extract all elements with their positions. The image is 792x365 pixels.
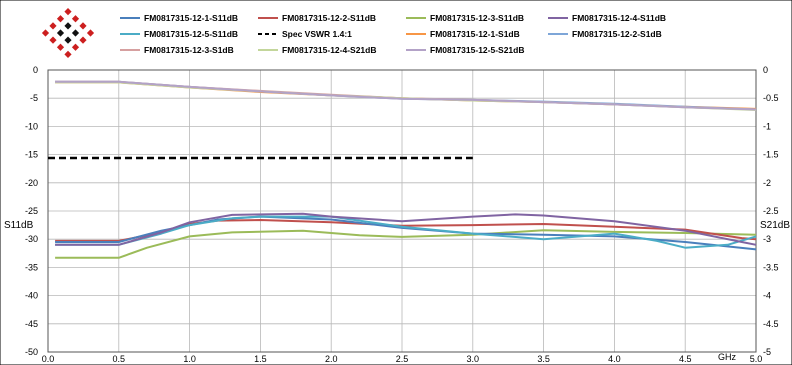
logo-tile [71,43,80,51]
logo-tile [71,29,80,37]
y-left-tick-label: -35 [25,262,38,272]
y-axis-left-label: S11dB [4,220,34,231]
legend-label: FM0817315-12-3-S1dB [144,45,234,55]
y-right-tick-label: -2 [763,178,771,188]
logo-tile [56,15,65,23]
series-line-fm0817315-12-5-s11db [55,215,757,249]
legend-label: FM0817315-12-5-S21dB [430,45,525,55]
logo-tile [56,43,65,51]
legend-item: Spec VSWR 1.4:1 [258,29,352,39]
y-right-tick-label: 0 [763,65,768,75]
y-left-tick-label: -20 [25,178,38,188]
legend-item: FM0817315-12-5-S11dB [120,29,238,39]
x-tick-label: 5.0 [750,354,763,364]
y-left-tick-label: 0 [33,65,38,75]
x-tick-label: 0.0 [42,354,55,364]
legend-item: FM0817315-12-1-S11dB [120,13,238,23]
logo-tile [64,8,72,16]
logo-tile [71,15,80,23]
legend-label: FM0817315-12-1-S11dB [144,13,238,23]
y-left-tick-label: -5 [30,93,38,103]
y-right-tick-label: -1.5 [763,150,779,160]
legend: FM0817315-12-1-S11dB FM0817315-12-2-S11dB… [120,13,666,55]
x-tick-label: 4.5 [679,354,692,364]
y-left-tick-label: -10 [25,121,38,131]
x-tick-label: 1.5 [254,354,267,364]
series-line-fm0817315-12-4-s11db [55,212,757,246]
series-line-fm0817315-12-5-s21db [55,80,757,111]
x-tick-label: 3.5 [537,354,550,364]
y-right-tick-label: -0.5 [763,93,779,103]
y-left-tick-label: -45 [25,319,38,329]
legend-item: FM0817315-12-5-S21dB [406,45,525,55]
y-axis-right-tick-labels: 0 -0.5 -1 -1.5 -2 -2.5 -3 -3.5 -4 -4.5 -5 [763,65,779,357]
x-tick-label: 2.5 [396,354,409,364]
legend-item: FM0817315-12-4-S11dB [548,13,666,23]
logo-tile [41,29,50,37]
x-tick-label: 0.5 [113,354,126,364]
logo-tile [79,22,87,30]
logo-tile [56,29,65,37]
logo-tile [49,36,57,44]
y-left-tick-label: -40 [25,291,38,301]
series-line-fm0817315-12-3-s11db [55,229,757,259]
x-tick-label: 3.0 [467,354,480,364]
legend-item: FM0817315-12-1-S1dB [406,29,520,39]
legend-label: FM0817315-12-4-S11dB [572,13,666,23]
series-line-fm0817315-12-1-s11db [55,215,757,251]
y-right-tick-label: -2.5 [763,206,779,216]
legend-item: FM0817315-12-2-S1dB [548,29,662,39]
y-left-tick-label: -15 [25,150,38,160]
y-right-tick-label: -3.5 [763,262,779,272]
logo-tile [64,36,72,44]
series-layer [48,80,757,259]
logo-tile [49,22,57,30]
logo-tile [79,36,87,44]
legend-label: Spec VSWR 1.4:1 [282,29,352,39]
legend-item: FM0817315-12-2-S11dB [258,13,376,23]
y-right-tick-label: -4.5 [763,319,779,329]
y-left-tick-label: -25 [25,206,38,216]
y-axis-right-label: S21dB [760,220,790,231]
legend-item: FM0817315-12-3-S1dB [120,45,234,55]
y-right-tick-label: -3 [763,234,771,244]
legend-label: FM0817315-12-4-S21dB [282,45,377,55]
logo-tile [64,22,72,30]
legend-label: FM0817315-12-1-S1dB [430,29,520,39]
y-left-tick-label: -30 [25,234,38,244]
logo-tile [64,50,72,58]
legend-label: FM0817315-12-2-S11dB [282,13,376,23]
x-tick-label: 4.0 [608,354,621,364]
y-left-tick-label: -50 [25,347,38,357]
x-tick-label: 2.0 [325,354,338,364]
diamond-mosaic-logo-icon [41,8,95,58]
x-axis-label: GHz [718,352,737,362]
plot-area [47,69,757,353]
x-tick-label: 1.0 [183,354,196,364]
y-right-tick-label: -1 [763,121,771,131]
y-right-tick-label: -5 [763,347,771,357]
legend-label: FM0817315-12-3-S11dB [430,13,524,23]
legend-item: FM0817315-12-3-S11dB [406,13,524,23]
logo-tile [86,29,95,37]
x-axis-tick-labels: 0.0 0.5 1.0 1.5 2.0 2.5 3.0 3.5 4.0 4.5 5.0 [42,354,763,364]
legend-item: FM0817315-12-4-S21dB [258,45,377,55]
y-axis-left-tick-labels: 0 -5 -10 -15 -20 -25 -30 -35 -40 -45 -50 [25,65,38,357]
legend-label: FM0817315-12-5-S11dB [144,29,238,39]
legend-label: FM0817315-12-2-S1dB [572,29,662,39]
y-right-tick-label: -4 [763,291,771,301]
